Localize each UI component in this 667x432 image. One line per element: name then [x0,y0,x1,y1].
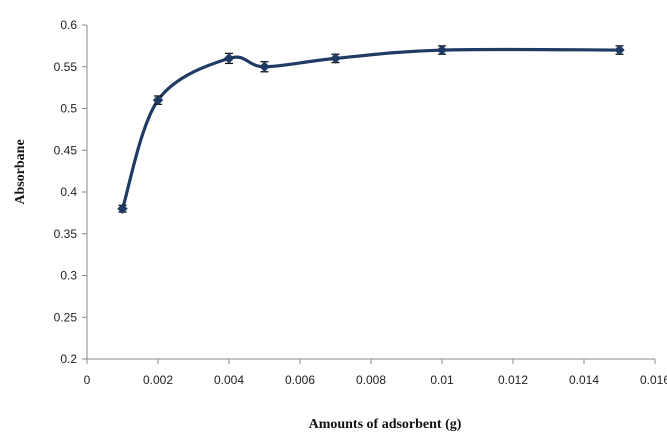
data-point-marker [152,94,164,106]
y-tick-label: 0.45 [54,143,78,157]
x-tick-label: 0.01 [430,373,454,387]
y-tick-label: 0.2 [60,352,77,366]
data-point-marker [259,61,270,72]
x-ticks: 0 0.002 0.004 0.006 0.008 0.01 0.012 0.014 0.016 [84,359,667,387]
x-tick-label: 0.004 [214,373,244,387]
series-line [120,47,622,211]
x-tick-label: 0.012 [498,373,528,387]
y-tick-label: 0.6 [60,18,77,32]
x-tick-label: 0.002 [143,373,173,387]
y-ticks: 0.2 0.25 0.3 0.35 0.4 0.45 0.5 0.55 0.6 [54,18,87,366]
series-layer [117,44,625,214]
y-tick-label: 0.3 [60,269,77,283]
data-point-marker [614,44,625,56]
data-point-marker [117,203,128,214]
x-axis-title: Amounts of adsorbent (g) [309,417,462,432]
data-point-marker [330,53,341,64]
y-tick-label: 0.25 [54,310,78,324]
y-axis-title: Absorbane [13,139,28,204]
x-tick-label: 0.008 [356,373,386,387]
y-tick-label: 0.5 [60,102,77,116]
x-tick-label: 0.014 [569,373,599,387]
data-point-marker [223,53,235,64]
x-tick-label: 0 [84,373,91,387]
x-tick-label: 0.006 [285,373,315,387]
data-point-marker [436,44,448,56]
y-tick-label: 0.55 [54,60,78,74]
y-tick-label: 0.4 [60,185,77,199]
y-tick-label: 0.35 [54,227,78,241]
x-tick-label: 0.016 [640,373,667,387]
